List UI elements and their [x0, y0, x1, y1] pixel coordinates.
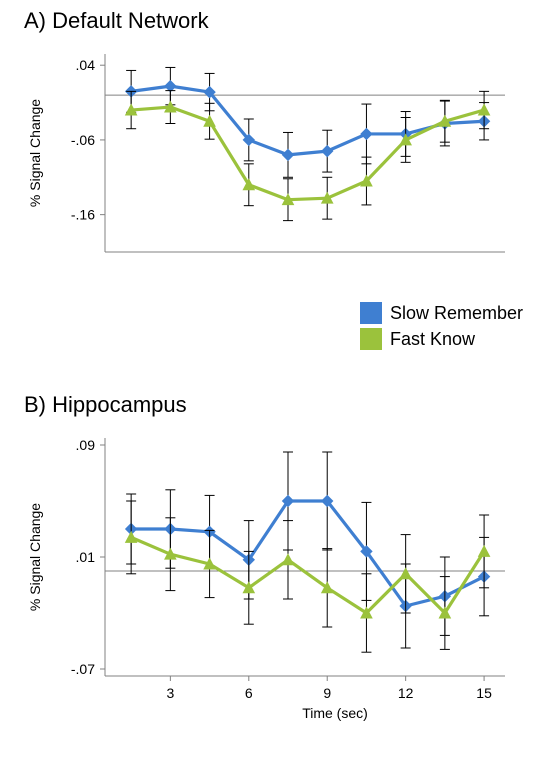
- svg-text:15: 15: [476, 685, 492, 701]
- svg-text:-.06: -.06: [71, 132, 95, 148]
- svg-text:12: 12: [398, 685, 414, 701]
- panel-a-title: A) Default Network: [24, 8, 209, 34]
- svg-text:.04: .04: [76, 57, 96, 73]
- legend-item-fast-know: Fast Know: [360, 328, 523, 350]
- legend: Slow Remember Fast Know: [360, 302, 523, 354]
- svg-text:.01: .01: [76, 549, 96, 565]
- svg-text:Time (sec): Time (sec): [302, 705, 368, 721]
- legend-label-fast-know: Fast Know: [390, 329, 475, 350]
- svg-text:9: 9: [323, 685, 331, 701]
- figure-page: { "global": { "width": 560, "height": 76…: [0, 0, 560, 762]
- svg-text:% Signal Change: % Signal Change: [27, 99, 43, 207]
- legend-item-slow-remember: Slow Remember: [360, 302, 523, 324]
- svg-text:6: 6: [245, 685, 253, 701]
- svg-text:% Signal Change: % Signal Change: [27, 503, 43, 611]
- svg-text:3: 3: [166, 685, 174, 701]
- panel-b-plot: .09.01-.073691215% Signal ChangeTime (se…: [95, 432, 515, 732]
- svg-text:.09: .09: [76, 437, 96, 453]
- svg-text:-.16: -.16: [71, 207, 95, 223]
- legend-swatch-fast-know: [360, 328, 382, 350]
- panel-b-title: B) Hippocampus: [24, 392, 187, 418]
- panel-a-plot: .04-.06-.16% Signal Change: [95, 48, 515, 308]
- svg-text:-.07: -.07: [71, 661, 95, 677]
- legend-swatch-slow-remember: [360, 302, 382, 324]
- legend-label-slow-remember: Slow Remember: [390, 303, 523, 324]
